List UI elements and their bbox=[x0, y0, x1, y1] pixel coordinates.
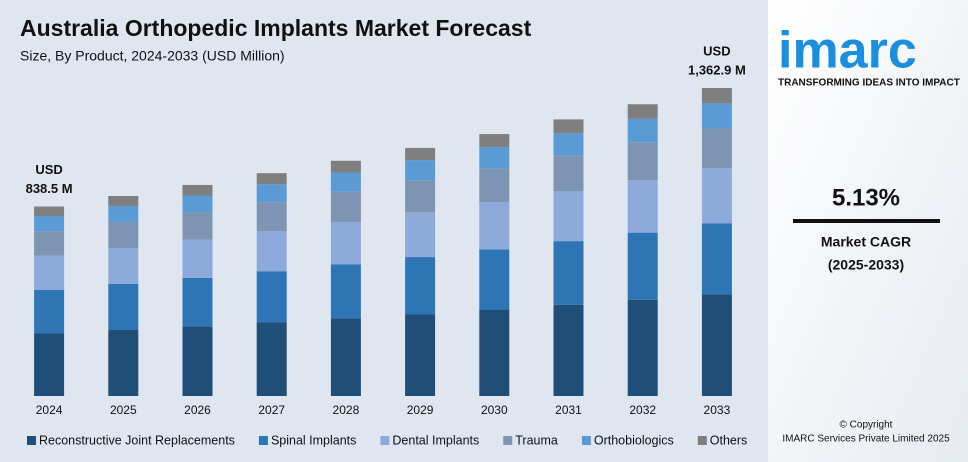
bar-segment bbox=[182, 195, 213, 213]
total-currency: USD bbox=[35, 162, 62, 177]
bar-segment bbox=[553, 155, 584, 192]
bar-segment bbox=[479, 134, 510, 148]
legend-label: Dental Implants bbox=[392, 433, 479, 447]
bar-segment bbox=[701, 103, 732, 129]
legend-swatch bbox=[503, 436, 513, 445]
bar-segment bbox=[701, 88, 732, 104]
bar-segment bbox=[182, 184, 213, 196]
bar-segment bbox=[256, 271, 287, 323]
legend-swatch bbox=[27, 436, 36, 445]
bar-segment bbox=[182, 239, 213, 278]
bar-segment bbox=[701, 294, 732, 396]
bar-segment bbox=[701, 223, 732, 295]
x-tick-label: 2032 bbox=[629, 403, 656, 417]
copyright: © Copyright bbox=[840, 420, 893, 431]
bar-segment bbox=[108, 247, 139, 284]
x-tick-label: 2027 bbox=[258, 403, 285, 417]
chart-title: Australia Orthopedic Implants Market For… bbox=[20, 15, 532, 41]
bar-segment bbox=[627, 142, 658, 181]
bar-segment bbox=[256, 173, 287, 185]
bar-segment bbox=[182, 212, 213, 240]
bar-segment bbox=[108, 221, 139, 248]
bar-segment bbox=[553, 304, 584, 396]
logo: imarc bbox=[778, 22, 917, 80]
bar-segment bbox=[108, 283, 139, 330]
cagr-value: 5.13% bbox=[832, 184, 900, 211]
x-tick-label: 2024 bbox=[36, 403, 63, 417]
tagline: TRANSFORMING IDEAS INTO IMPACT bbox=[778, 78, 960, 89]
bar-segment bbox=[553, 119, 584, 134]
bar-segment bbox=[182, 277, 213, 327]
bar-segment bbox=[330, 318, 361, 396]
sidebar-background bbox=[768, 0, 968, 462]
bar-segment bbox=[330, 264, 361, 319]
bar-segment bbox=[34, 289, 65, 334]
bar-segment bbox=[256, 322, 287, 396]
bar-segment bbox=[627, 232, 658, 300]
bar-segment bbox=[330, 160, 361, 173]
bar-segment bbox=[627, 104, 658, 119]
bar-segment bbox=[627, 118, 658, 143]
bar-segment bbox=[34, 206, 65, 216]
bar-segment bbox=[553, 133, 584, 156]
bar-segment bbox=[108, 329, 139, 396]
bar-segment bbox=[479, 249, 510, 310]
legend-swatch bbox=[581, 436, 591, 445]
bar-segment bbox=[34, 333, 65, 396]
bar-segment bbox=[553, 191, 584, 242]
bar-segment bbox=[34, 231, 65, 256]
x-tick-label: 2025 bbox=[110, 403, 137, 417]
total-label: 838.5 M bbox=[26, 181, 73, 196]
bar-segment bbox=[479, 309, 510, 396]
chart-subtitle: Size, By Product, 2024-2033 (USD Million… bbox=[20, 48, 285, 64]
bar-segment bbox=[182, 326, 213, 396]
bar-segment bbox=[701, 168, 732, 224]
bar-segment bbox=[553, 241, 584, 305]
x-tick-label: 2033 bbox=[704, 403, 731, 417]
bar-segment bbox=[108, 196, 139, 206]
x-tick-label: 2030 bbox=[481, 403, 508, 417]
bar-segment bbox=[405, 147, 436, 161]
bar-segment bbox=[256, 184, 287, 203]
cagr-period: (2025-2033) bbox=[828, 257, 904, 273]
bar-segment bbox=[405, 314, 436, 396]
bar-segment bbox=[330, 221, 361, 265]
bar-segment bbox=[405, 160, 436, 181]
bar-segment bbox=[108, 205, 139, 222]
bar-segment bbox=[330, 191, 361, 222]
x-tick-label: 2031 bbox=[555, 403, 582, 417]
bar-segment bbox=[34, 255, 65, 290]
cagr-label: Market CAGR bbox=[821, 234, 911, 250]
legend-label: Orthobiologics bbox=[594, 433, 674, 447]
legend-swatch bbox=[697, 436, 707, 445]
bar-segment bbox=[34, 215, 65, 232]
bar-segment bbox=[701, 128, 732, 169]
bar-segment bbox=[479, 202, 510, 250]
x-tick-label: 2026 bbox=[184, 403, 211, 417]
legend-label: Reconstructive Joint Replacements bbox=[39, 433, 235, 447]
legend-label: Others bbox=[710, 433, 748, 447]
bar-segment bbox=[627, 180, 658, 233]
bar-segment bbox=[479, 168, 510, 203]
total-currency: USD bbox=[703, 43, 730, 58]
legend-label: Trauma bbox=[515, 433, 558, 447]
legend-swatch bbox=[258, 436, 268, 445]
bar-segment bbox=[627, 299, 658, 396]
x-tick-label: 2029 bbox=[407, 403, 434, 417]
bar-segment bbox=[256, 202, 287, 232]
bar-segment bbox=[330, 172, 361, 192]
bar-segment bbox=[479, 147, 510, 169]
legend-swatch bbox=[380, 436, 390, 445]
bar-segment bbox=[405, 212, 436, 258]
bar-segment bbox=[256, 231, 287, 272]
bar-segment bbox=[405, 180, 436, 213]
x-tick-label: 2028 bbox=[333, 403, 360, 417]
company: IMARC Services Private Limited 2025 bbox=[782, 434, 950, 445]
bar-segment bbox=[405, 257, 436, 315]
total-label: 1,362.9 M bbox=[688, 62, 746, 77]
legend-label: Spinal Implants bbox=[271, 433, 356, 447]
